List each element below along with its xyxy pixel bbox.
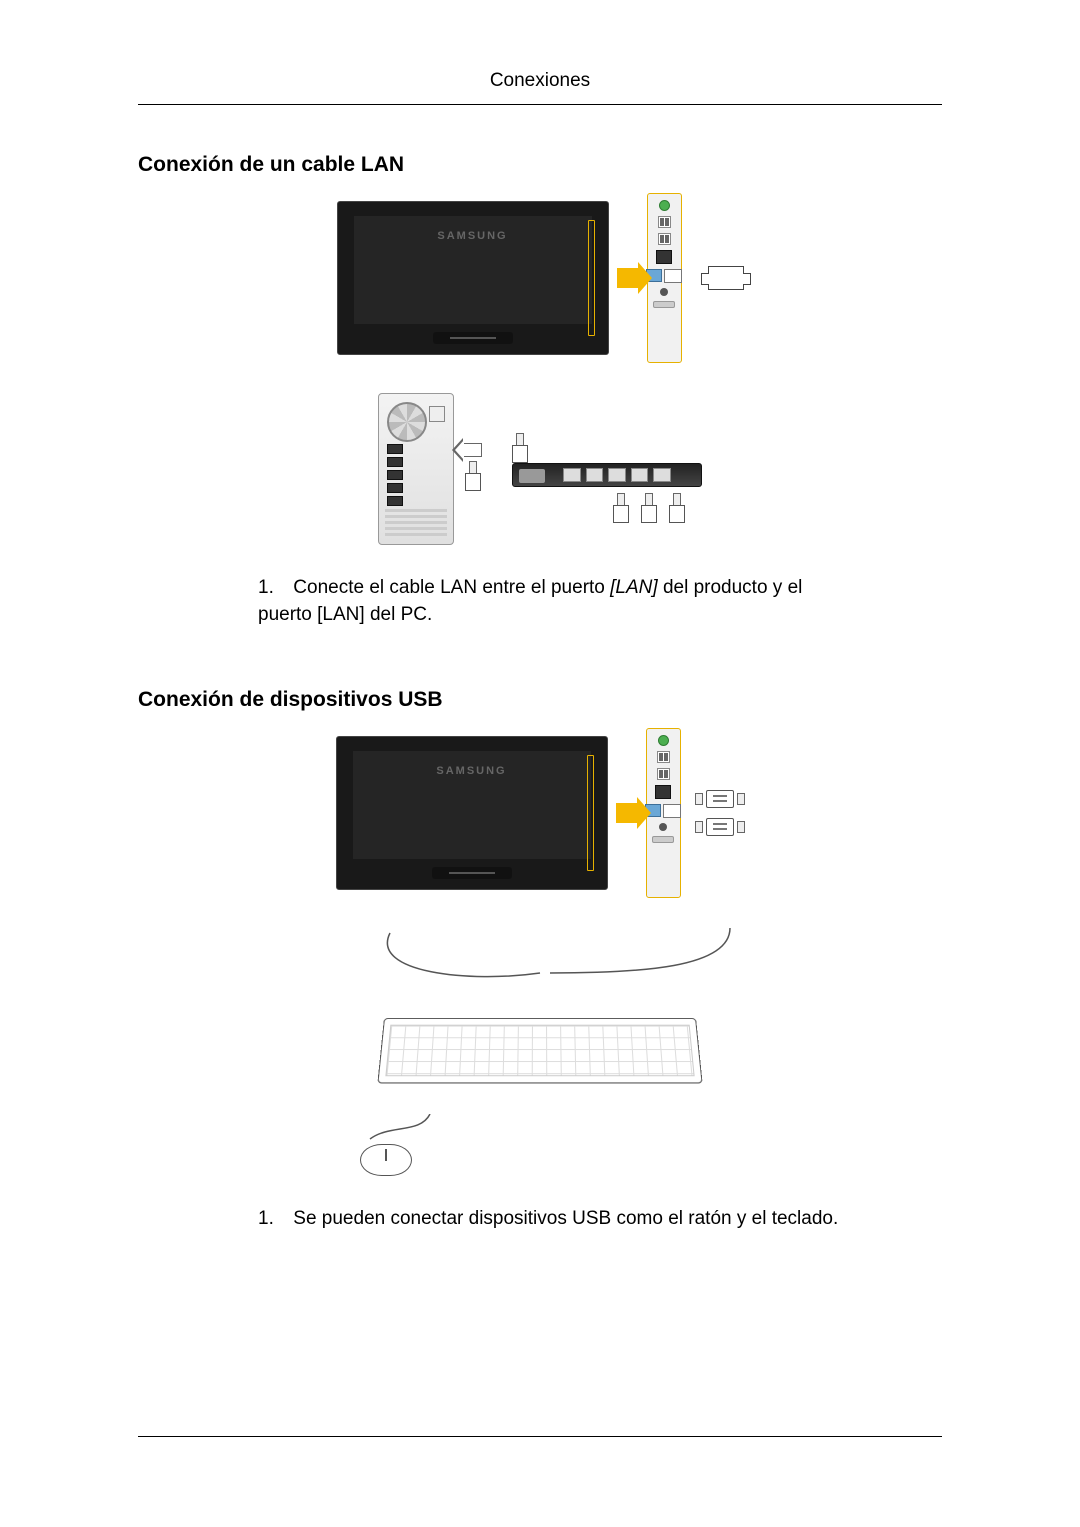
diagram-usb: SAMSUNG [320, 728, 760, 1176]
step-text: Se pueden conectar dispositivos USB como… [293, 1208, 838, 1229]
lan-plug-icon [465, 461, 479, 491]
monitor-icon: SAMSUNG [337, 201, 609, 355]
network-hub-icon [512, 463, 702, 487]
cable-curve-icon [360, 1114, 440, 1144]
footer-rule [138, 1436, 942, 1437]
monitor-icon: SAMSUNG [336, 736, 608, 890]
usb-plug-icon [695, 818, 745, 836]
lan-plug-icon [512, 433, 526, 463]
section-heading-usb: Conexión de dispositivos USB [138, 688, 942, 712]
step-text-pre: Conecte el cable LAN entre el puerto [293, 577, 610, 598]
port-panel-icon [646, 728, 681, 898]
usb-plug-icon [695, 790, 745, 808]
lan-plug-icon [613, 493, 627, 523]
page-header: Conexiones [138, 70, 942, 105]
arrow-right-icon [616, 803, 638, 823]
diagram-lan: SAMSUNG [320, 193, 760, 545]
keyboard-icon [377, 1018, 702, 1083]
pc-tower-icon [378, 393, 454, 545]
cable-curve-icon [330, 928, 750, 988]
section-heading-lan: Conexión de un cable LAN [138, 153, 942, 177]
port-panel-icon [647, 193, 682, 363]
step-text-italic: [LAN] [610, 577, 663, 598]
instruction-usb: 1. Se pueden conectar dispositivos USB c… [258, 1206, 858, 1233]
lan-plug-icon [669, 493, 683, 523]
arrow-left-outline-icon [462, 443, 482, 457]
step-number: 1. [258, 1206, 288, 1233]
instruction-lan: 1. Conecte el cable LAN entre el puerto … [258, 575, 858, 628]
lan-plug-icon [641, 493, 655, 523]
rj45-connector-icon [708, 266, 744, 290]
mouse-icon [360, 1144, 412, 1176]
arrow-right-icon [617, 268, 639, 288]
monitor-brand: SAMSUNG [337, 765, 607, 777]
monitor-brand: SAMSUNG [338, 230, 608, 242]
step-number: 1. [258, 575, 288, 602]
